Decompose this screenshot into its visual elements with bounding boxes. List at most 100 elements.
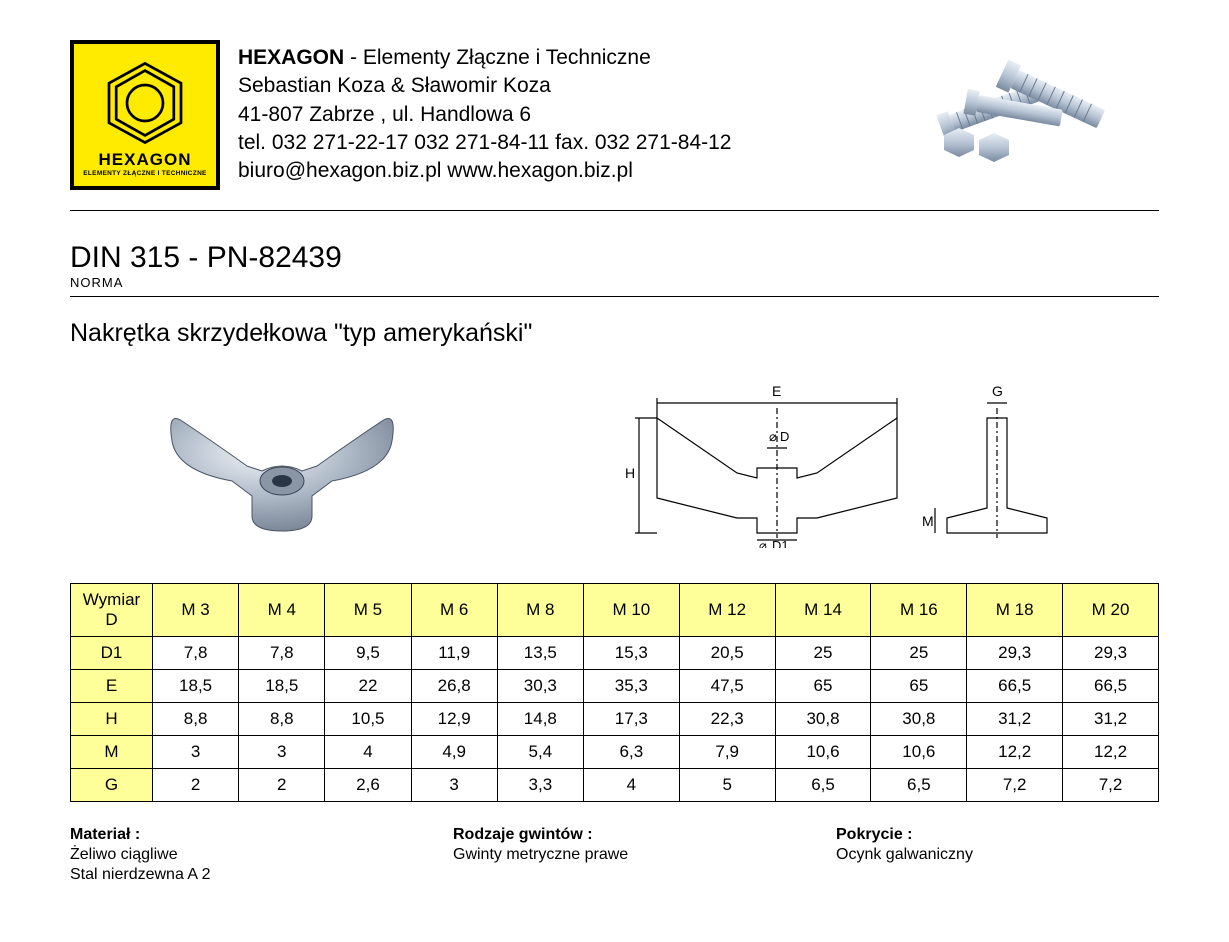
table-row: G222,633,3456,56,57,27,2 (71, 769, 1159, 802)
material-label: Materiał : (70, 826, 393, 844)
table-cell: 10,6 (775, 736, 871, 769)
table-cell: 2 (153, 769, 239, 802)
company-name-rest: - Elementy Złączne i Techniczne (344, 46, 651, 69)
table-cell: 3 (153, 736, 239, 769)
table-cell: 2 (239, 769, 325, 802)
col-header: M 18 (967, 584, 1063, 637)
company-contact: biuro@hexagon.biz.pl www.hexagon.biz.pl (238, 157, 911, 185)
col-header: M 12 (679, 584, 775, 637)
table-header-row: Wymiar D M 3 M 4 M 5 M 6 M 8 M 10 M 12 M… (71, 584, 1159, 637)
table-row: M3344,95,46,37,910,610,612,212,2 (71, 736, 1159, 769)
table-cell: 5,4 (497, 736, 583, 769)
row-label: E (71, 670, 153, 703)
hexagon-logo-icon (100, 58, 190, 148)
material-value-2: Stal nierdzewna A 2 (70, 866, 393, 884)
table-cell: 2,6 (325, 769, 411, 802)
table-cell: 25 (871, 637, 967, 670)
table-cell: 30,3 (497, 670, 583, 703)
thread-value: Gwinty metryczne prawe (453, 846, 776, 864)
svg-text:M: M (922, 513, 934, 529)
table-cell: 13,5 (497, 637, 583, 670)
logo-subtitle: ELEMENTY ZŁĄCZNE I TECHNICZNE (83, 170, 206, 177)
table-cell: 66,5 (1063, 670, 1159, 703)
table-cell: 30,8 (775, 703, 871, 736)
company-name-bold: HEXAGON (238, 46, 344, 69)
table-cell: 6,5 (775, 769, 871, 802)
table-cell: 29,3 (967, 637, 1063, 670)
col-header: M 5 (325, 584, 411, 637)
company-name-line: HEXAGON - Elementy Złączne i Techniczne (238, 44, 911, 72)
table-cell: 9,5 (325, 637, 411, 670)
svg-text:E: E (772, 383, 781, 399)
table-cell: 29,3 (1063, 637, 1159, 670)
table-cell: 12,2 (967, 736, 1063, 769)
table-cell: 26,8 (411, 670, 497, 703)
table-cell: 18,5 (153, 670, 239, 703)
product-images-row: E H ⌀ D ⌀ D1 G M (70, 378, 1159, 548)
table-cell: 6,5 (871, 769, 967, 802)
table-cell: 66,5 (967, 670, 1063, 703)
table-cell: 8,8 (239, 703, 325, 736)
svg-text:H: H (625, 465, 635, 481)
svg-text:G: G (992, 383, 1003, 399)
col-header: M 4 (239, 584, 325, 637)
logo-brand-text: HEXAGON (99, 150, 192, 170)
table-cell: 17,3 (583, 703, 679, 736)
coating-label: Pokrycie : (836, 826, 1159, 844)
svg-text:D: D (780, 429, 789, 444)
row-label: D1 (71, 637, 153, 670)
col-header: M 3 (153, 584, 239, 637)
table-cell: 3 (411, 769, 497, 802)
company-address: 41-807 Zabrze , ul. Handlowa 6 (238, 101, 911, 129)
wingnut-photo (152, 386, 412, 541)
table-cell: 12,9 (411, 703, 497, 736)
material-block: Materiał : Żeliwo ciągliwe Stal nierdzew… (70, 826, 393, 884)
header-dimension-label: Wymiar D (71, 584, 153, 637)
thread-label: Rodzaje gwintów : (453, 826, 776, 844)
table-cell: 7,2 (967, 769, 1063, 802)
table-cell: 5 (679, 769, 775, 802)
table-cell: 8,8 (153, 703, 239, 736)
bolts-illustration (929, 40, 1159, 170)
table-row: E18,518,52226,830,335,347,5656566,566,5 (71, 670, 1159, 703)
table-cell: 11,9 (411, 637, 497, 670)
svg-text:⌀: ⌀ (759, 538, 767, 548)
table-cell: 4 (583, 769, 679, 802)
standard-code: DIN 315 - PN-82439 (70, 241, 1159, 275)
table-cell: 10,6 (871, 736, 967, 769)
company-info-block: HEXAGON - Elementy Złączne i Techniczne … (238, 40, 911, 186)
table-row: H8,88,810,512,914,817,322,330,830,831,23… (71, 703, 1159, 736)
table-cell: 35,3 (583, 670, 679, 703)
col-header: M 14 (775, 584, 871, 637)
table-cell: 65 (775, 670, 871, 703)
table-row: D17,87,89,511,913,515,320,5252529,329,3 (71, 637, 1159, 670)
table-cell: 31,2 (1063, 703, 1159, 736)
thread-block: Rodzaje gwintów : Gwinty metryczne prawe (453, 826, 776, 884)
table-cell: 14,8 (497, 703, 583, 736)
table-cell: 4,9 (411, 736, 497, 769)
table-cell: 25 (775, 637, 871, 670)
footer-info: Materiał : Żeliwo ciągliwe Stal nierdzew… (70, 826, 1159, 884)
product-name: Nakrętka skrzydełkowa "typ amerykański" (70, 319, 1159, 348)
technical-drawing: E H ⌀ D ⌀ D1 G M (617, 378, 1077, 548)
table-cell: 18,5 (239, 670, 325, 703)
row-label: H (71, 703, 153, 736)
company-phone: tel. 032 271-22-17 032 271-84-11 fax. 03… (238, 129, 911, 157)
table-cell: 20,5 (679, 637, 775, 670)
col-header: M 8 (497, 584, 583, 637)
table-cell: 65 (871, 670, 967, 703)
svg-text:⌀: ⌀ (769, 429, 777, 444)
table-cell: 47,5 (679, 670, 775, 703)
table-cell: 7,8 (239, 637, 325, 670)
table-cell: 22 (325, 670, 411, 703)
col-header: M 6 (411, 584, 497, 637)
table-cell: 7,2 (1063, 769, 1159, 802)
table-cell: 4 (325, 736, 411, 769)
row-label: G (71, 769, 153, 802)
col-header: M 10 (583, 584, 679, 637)
table-cell: 31,2 (967, 703, 1063, 736)
table-cell: 22,3 (679, 703, 775, 736)
table-cell: 7,8 (153, 637, 239, 670)
svg-text:D1: D1 (772, 538, 789, 548)
col-header: M 16 (871, 584, 967, 637)
